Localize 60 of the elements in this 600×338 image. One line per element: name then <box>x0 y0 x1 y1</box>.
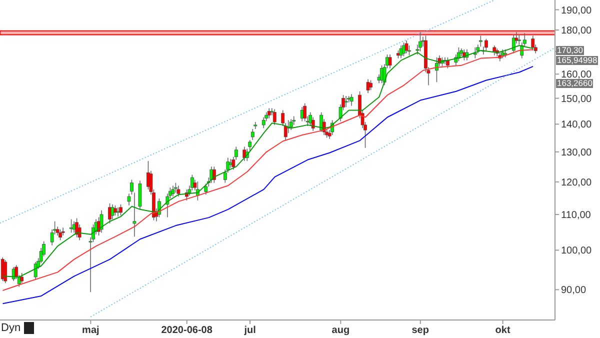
candlestick <box>119 204 122 216</box>
candlestick <box>303 102 307 122</box>
candlestick <box>130 179 134 195</box>
annotation: 170,30 <box>556 45 584 56</box>
candlestick <box>262 116 266 129</box>
y-tick-label: 160,00 <box>561 70 592 81</box>
candlestick <box>484 38 488 52</box>
text: 165,94998 <box>556 55 598 66</box>
candlestick <box>289 118 293 130</box>
candlestick <box>492 45 496 56</box>
candlestick <box>250 128 254 140</box>
y-tick-label: 90,00 <box>561 285 586 296</box>
candlestick <box>366 78 370 94</box>
candlestick <box>404 40 408 54</box>
candlestick <box>72 220 76 234</box>
candlestick <box>531 35 535 51</box>
candlestick <box>369 80 372 91</box>
candlestick <box>20 272 24 284</box>
y-tick-label: 140,00 <box>561 120 592 131</box>
candlestick <box>116 207 120 217</box>
candlestick <box>127 193 131 206</box>
candlestick <box>138 180 142 210</box>
y-tick-label: 100,00 <box>561 246 592 257</box>
candlestick <box>132 192 136 237</box>
y-tick-label: 110,00 <box>561 210 592 222</box>
text: Dyn <box>1 322 21 334</box>
candlestick <box>311 116 315 132</box>
candlestick <box>478 35 482 47</box>
y-tick-label: 120,00 <box>561 177 592 188</box>
y-tick-label: 130,00 <box>561 147 592 158</box>
candlestick <box>418 32 422 52</box>
candlestick <box>512 34 516 54</box>
candlestick <box>267 108 271 119</box>
candlestick <box>58 229 62 241</box>
candlestick <box>399 45 403 59</box>
candlestick <box>517 34 521 46</box>
x-tick-label: jul <box>243 325 256 336</box>
x-tick-label: aug <box>332 325 350 336</box>
x-tick-label: 2020-06-08 <box>161 325 213 336</box>
candlestick <box>242 146 246 162</box>
candlestick <box>248 140 252 152</box>
y-tick-label: 180,00 <box>561 26 592 37</box>
candlestick <box>110 204 114 220</box>
candlestick <box>473 47 477 59</box>
candlestick <box>4 260 8 284</box>
candlestick <box>34 262 38 280</box>
text: 163,2660 <box>556 78 594 88</box>
candlestick <box>204 183 208 195</box>
candlestick <box>114 205 117 216</box>
y-tick-label: 190,00 <box>561 5 592 16</box>
candlestick <box>272 108 276 126</box>
candlestick <box>388 54 392 69</box>
y-tick-label: 150,00 <box>561 94 592 105</box>
x-tick-label: sep <box>412 325 429 336</box>
candlestick <box>174 182 178 194</box>
candlestick <box>212 166 216 184</box>
candlestick <box>254 122 258 130</box>
x-tick-label: okt <box>495 325 511 336</box>
x-tick-label: maj <box>82 325 100 336</box>
candlestick <box>100 210 104 234</box>
